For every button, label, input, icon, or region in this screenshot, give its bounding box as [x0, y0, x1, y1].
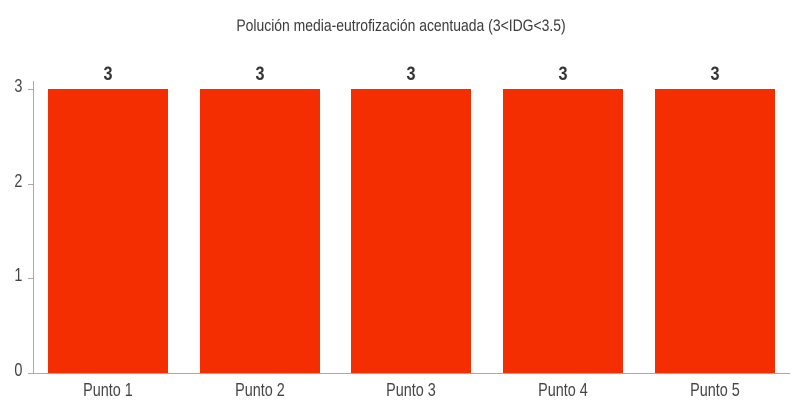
- y-axis-line: [33, 81, 34, 374]
- y-tick: [28, 278, 33, 280]
- y-tick-label: 2: [14, 170, 23, 191]
- data-label: 3: [710, 63, 720, 85]
- x-tick-label: Punto 3: [386, 380, 436, 400]
- x-axis-line: [33, 373, 790, 374]
- y-tick: [28, 183, 33, 185]
- bar-4: [503, 88, 623, 373]
- y-tick-label: 0: [14, 360, 23, 380]
- bar-3: [351, 88, 471, 373]
- bar-5: [655, 88, 775, 373]
- y-tick-label: 3: [14, 75, 23, 96]
- y-tick: [28, 88, 33, 90]
- y-tick: [28, 373, 33, 374]
- x-tick-label: Punto 1: [83, 380, 133, 400]
- x-tick-label: Punto 4: [538, 380, 588, 400]
- x-tick-label: Punto 2: [235, 380, 285, 400]
- data-label: 3: [406, 63, 416, 85]
- y-tick-label: 1: [14, 265, 23, 286]
- data-label: 3: [103, 63, 113, 85]
- data-label: 3: [255, 63, 265, 85]
- chart-title: Polución media-eutrofización acentuada (…: [236, 16, 566, 35]
- bar-2: [200, 88, 320, 373]
- x-tick-label: Punto 5: [690, 380, 740, 400]
- bar-1: [48, 88, 168, 373]
- data-label: 3: [558, 63, 568, 85]
